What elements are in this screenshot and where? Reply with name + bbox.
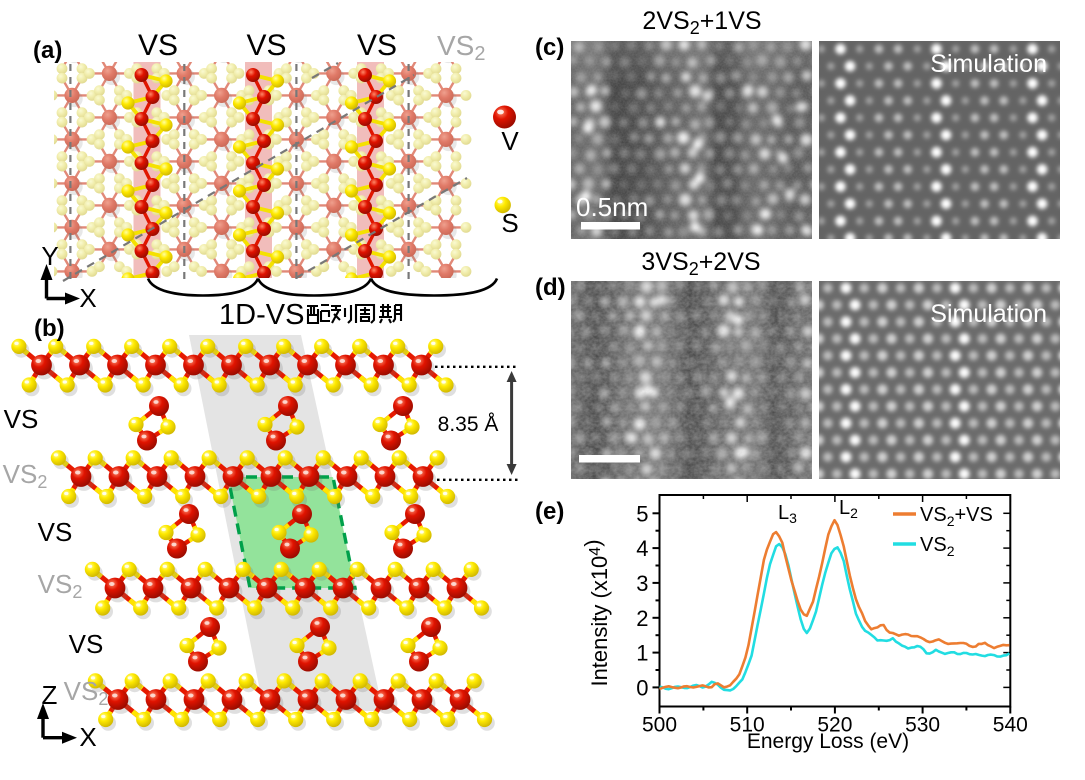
svg-text:VS: VS (357, 29, 397, 62)
svg-text:(c): (c) (535, 34, 564, 61)
svg-text:540: 540 (993, 714, 1028, 737)
svg-text:VS: VS (138, 29, 178, 62)
svg-text:0.5nm: 0.5nm (576, 192, 648, 222)
svg-text:V: V (501, 126, 519, 156)
svg-text:520: 520 (817, 714, 852, 737)
svg-text:1: 1 (636, 641, 648, 666)
svg-text:3: 3 (636, 571, 648, 596)
svg-text:3VS2+2VS: 3VS2+2VS (641, 248, 760, 279)
svg-text:(e): (e) (535, 498, 564, 525)
svg-text:510: 510 (730, 714, 765, 737)
svg-text:X: X (79, 283, 96, 313)
svg-text:(a): (a) (33, 37, 62, 64)
svg-text:8.35 Å: 8.35 Å (438, 413, 499, 436)
svg-text:Y: Y (41, 241, 58, 271)
svg-text:1D-VS: 1D-VS (219, 299, 304, 331)
svg-text:VS: VS (38, 517, 73, 547)
svg-text:2VS2+1VS: 2VS2+1VS (642, 7, 761, 38)
svg-text:VS2+VS: VS2+VS (920, 504, 993, 529)
svg-text:(b): (b) (34, 315, 65, 342)
svg-text:500: 500 (642, 714, 677, 737)
svg-text:VS: VS (246, 29, 286, 62)
svg-text:VS2: VS2 (38, 569, 83, 602)
svg-text:0: 0 (636, 675, 648, 700)
svg-text:4: 4 (636, 536, 648, 561)
svg-text:Energy Loss (eV): Energy Loss (eV) (747, 730, 909, 753)
svg-text:(d): (d) (535, 274, 566, 301)
svg-text:VS: VS (4, 404, 39, 434)
svg-text:530: 530 (905, 714, 940, 737)
svg-text:Simulation: Simulation (930, 50, 1047, 78)
svg-text:S: S (501, 208, 518, 238)
svg-text:Z: Z (42, 680, 58, 710)
svg-text:2: 2 (636, 606, 648, 631)
svg-text:Simulation: Simulation (930, 300, 1047, 328)
svg-text:X: X (79, 722, 96, 752)
svg-text:5: 5 (636, 501, 648, 526)
svg-text:VS: VS (69, 629, 104, 659)
